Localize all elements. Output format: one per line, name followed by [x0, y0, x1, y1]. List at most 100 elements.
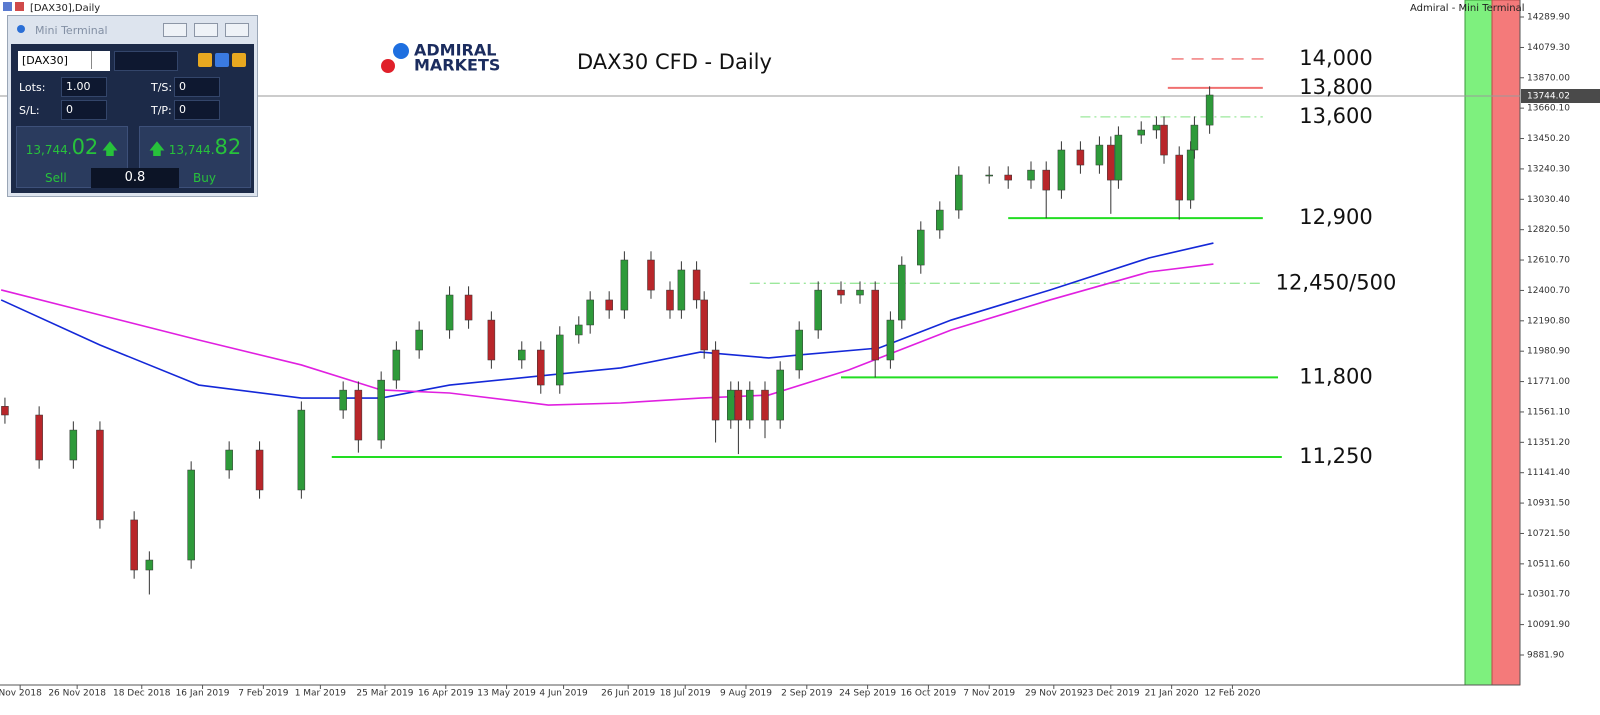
- dropdown[interactable]: [91, 51, 110, 69]
- y-tick-label: 10301.70: [1527, 590, 1570, 600]
- y-tick-label: 12610.70: [1527, 256, 1570, 266]
- y-tick-label: 13450.20: [1527, 134, 1570, 144]
- x-tick-label: 1 Mar 2019: [295, 689, 347, 699]
- y-tick-label: 10931.50: [1527, 499, 1570, 509]
- candle-body: [605, 299, 613, 311]
- x-tick-label: 26 Nov 2018: [48, 689, 106, 699]
- arrow: 🡅: [101, 139, 119, 158]
- buy-price-last: 82: [214, 135, 242, 159]
- y-tick-label: 13240.30: [1527, 164, 1570, 174]
- arrow: 🡅: [148, 139, 166, 158]
- buy-button[interactable]: 🡅 13,744.82 Buy: [139, 126, 251, 188]
- tp-input[interactable]: 0: [174, 100, 220, 120]
- candle-body: [354, 389, 363, 441]
- candle-body: [776, 369, 784, 421]
- tool-button[interactable]: [198, 53, 212, 67]
- candle-body: [255, 449, 264, 491]
- icon: [15, 2, 24, 11]
- candle-body: [620, 259, 629, 311]
- logo-dot: [393, 43, 409, 59]
- candle-body: [415, 329, 423, 351]
- spread: 0.8: [91, 168, 179, 188]
- symbol-select[interactable]: [DAX30]: [18, 51, 110, 71]
- mini-terminal: Mini Terminal [DAX30] Lots: 1.00 T/S: 0 …: [7, 15, 258, 197]
- x-tick-label: 16 Oct 2019: [901, 689, 957, 699]
- candle-body: [1186, 149, 1195, 201]
- candle-body: [1205, 94, 1214, 126]
- candle-body: [339, 389, 347, 411]
- x-tick-label: 24 Sep 2019: [839, 689, 896, 699]
- buy-label: Buy: [193, 171, 216, 185]
- candle-body: [35, 414, 43, 461]
- candle-body: [917, 229, 925, 266]
- candle-body: [537, 349, 545, 386]
- candle-body: [711, 349, 720, 421]
- x-tick-label: 21 Jan 2020: [1145, 689, 1199, 699]
- settings-button[interactable]: [215, 53, 229, 67]
- y-tick-label: 10511.60: [1527, 559, 1570, 569]
- window-title: Mini Terminal: [35, 24, 108, 37]
- candle-body: [837, 289, 845, 296]
- maximize-button[interactable]: [194, 23, 218, 37]
- x-tick-label: 16 Jan 2019: [176, 689, 230, 699]
- candle-body: [1175, 154, 1183, 201]
- close-button[interactable]: [225, 23, 249, 37]
- x-tick-label: 12 Feb 2020: [1204, 689, 1260, 699]
- candle-body: [96, 429, 104, 521]
- lots-input[interactable]: 1.00: [61, 77, 107, 97]
- sell-bar: [1491, 0, 1521, 686]
- level-label: 13,800: [1299, 75, 1372, 99]
- candle-body: [69, 429, 78, 461]
- label: S/L:: [19, 104, 40, 117]
- candle-body: [647, 259, 655, 291]
- y-tick-label: 10091.90: [1527, 620, 1570, 630]
- sell-price-last: 02: [71, 135, 99, 159]
- candle-body: [1004, 174, 1012, 181]
- candle-body: [445, 294, 454, 331]
- candle-body: [1076, 149, 1085, 166]
- candle-body: [727, 389, 735, 421]
- candle-body: [1057, 149, 1066, 191]
- candle-body: [985, 174, 993, 177]
- candle-body: [556, 334, 564, 386]
- candle-body: [487, 319, 496, 361]
- candle-body: [1160, 124, 1168, 156]
- x-tick-label: 16 Apr 2019: [418, 689, 474, 699]
- x-tick-label: 7 Nov 2019: [963, 689, 1015, 699]
- sell-label: Sell: [45, 171, 67, 185]
- current-price-label: 13744.02: [1527, 92, 1570, 102]
- x-tick-label: 4 Jun 2019: [539, 689, 588, 699]
- icon: [3, 2, 12, 11]
- candle-body: [677, 269, 686, 311]
- y-tick-label: 12820.50: [1527, 225, 1570, 235]
- tool-button[interactable]: [232, 53, 246, 67]
- x-tick-label: 25 Mar 2019: [356, 689, 413, 699]
- ts-input[interactable]: 0: [174, 77, 220, 97]
- y-tick-label: 11351.20: [1527, 438, 1570, 448]
- candle-body: [1042, 169, 1050, 191]
- minimize-button[interactable]: [163, 23, 187, 37]
- candle-body: [692, 269, 701, 301]
- candle-body: [761, 389, 769, 421]
- symbol-input[interactable]: [114, 51, 178, 71]
- level-label: 12,450/500: [1276, 270, 1397, 294]
- x-tick-label: 18 Jul 2019: [660, 689, 711, 699]
- y-tick-label: 11771.00: [1527, 377, 1570, 387]
- chart-caption: [DAX30],Daily: [30, 3, 100, 14]
- y-tick-label: 9881.90: [1527, 650, 1564, 660]
- candle-body: [145, 559, 154, 571]
- buy-bar: [1464, 0, 1493, 686]
- moving-average: [0, 263, 1214, 406]
- candle-body: [297, 409, 306, 491]
- x-tick-label: 9 Aug 2019: [720, 689, 772, 699]
- x-tick-label: 26 Jun 2019: [601, 689, 655, 699]
- x-tick-label: 13 May 2019: [477, 689, 536, 699]
- candle-body: [814, 289, 822, 331]
- y-tick-label: 13870.00: [1527, 73, 1570, 83]
- candle-body: [1095, 144, 1104, 166]
- sl-input[interactable]: 0: [61, 100, 107, 120]
- candle-body: [871, 289, 879, 361]
- chart-title: DAX30 CFD - Daily: [577, 50, 772, 74]
